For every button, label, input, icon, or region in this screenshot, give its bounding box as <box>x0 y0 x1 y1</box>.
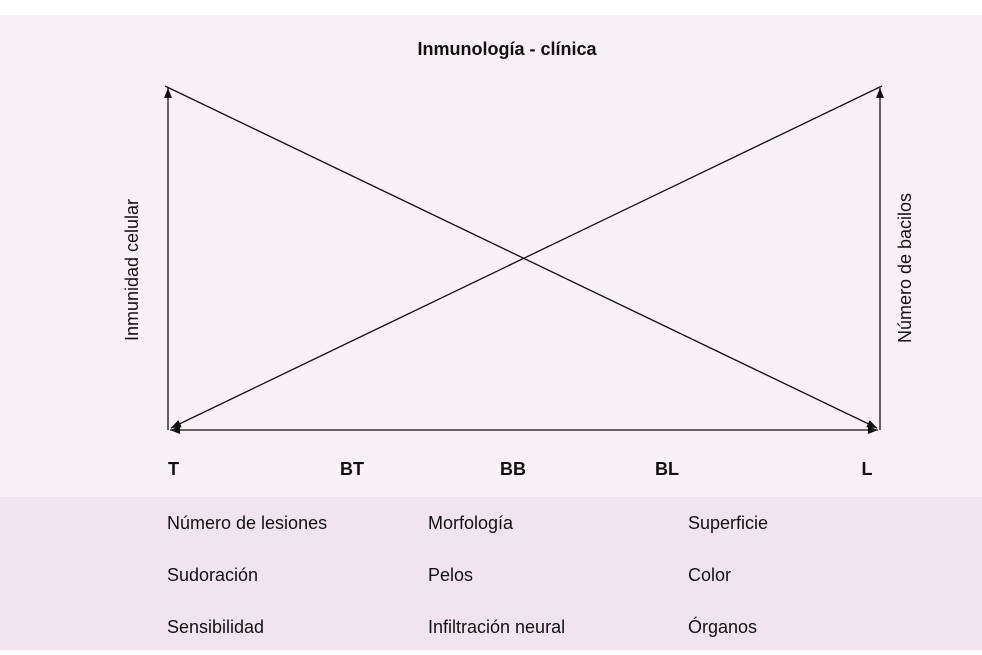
spectrum-label: BT <box>340 459 364 479</box>
table-cell: Infiltración neural <box>428 617 565 637</box>
table-cell: Morfología <box>428 513 514 533</box>
spectrum-label: BB <box>500 459 526 479</box>
title: Inmunología - clínica <box>417 39 597 59</box>
table-cell: Sudoración <box>167 565 258 585</box>
table-cell: Pelos <box>428 565 473 585</box>
upper-panel <box>0 15 982 497</box>
table-cell: Color <box>688 565 731 585</box>
spectrum-label: BL <box>655 459 679 479</box>
page: Inmunología - clínica Inmunidad celular … <box>0 0 982 650</box>
table-cell: Número de lesiones <box>167 513 327 533</box>
left-axis-label: Inmunidad celular <box>122 199 142 341</box>
spectrum-label: T <box>168 459 179 479</box>
table-cell: Órganos <box>688 616 757 637</box>
spectrum-label: L <box>862 459 873 479</box>
diagram: Inmunología - clínica Inmunidad celular … <box>0 0 982 650</box>
table-cell: Superficie <box>688 513 768 533</box>
table-cell: Sensibilidad <box>167 617 264 637</box>
right-axis-label: Número de bacilos <box>895 193 915 343</box>
